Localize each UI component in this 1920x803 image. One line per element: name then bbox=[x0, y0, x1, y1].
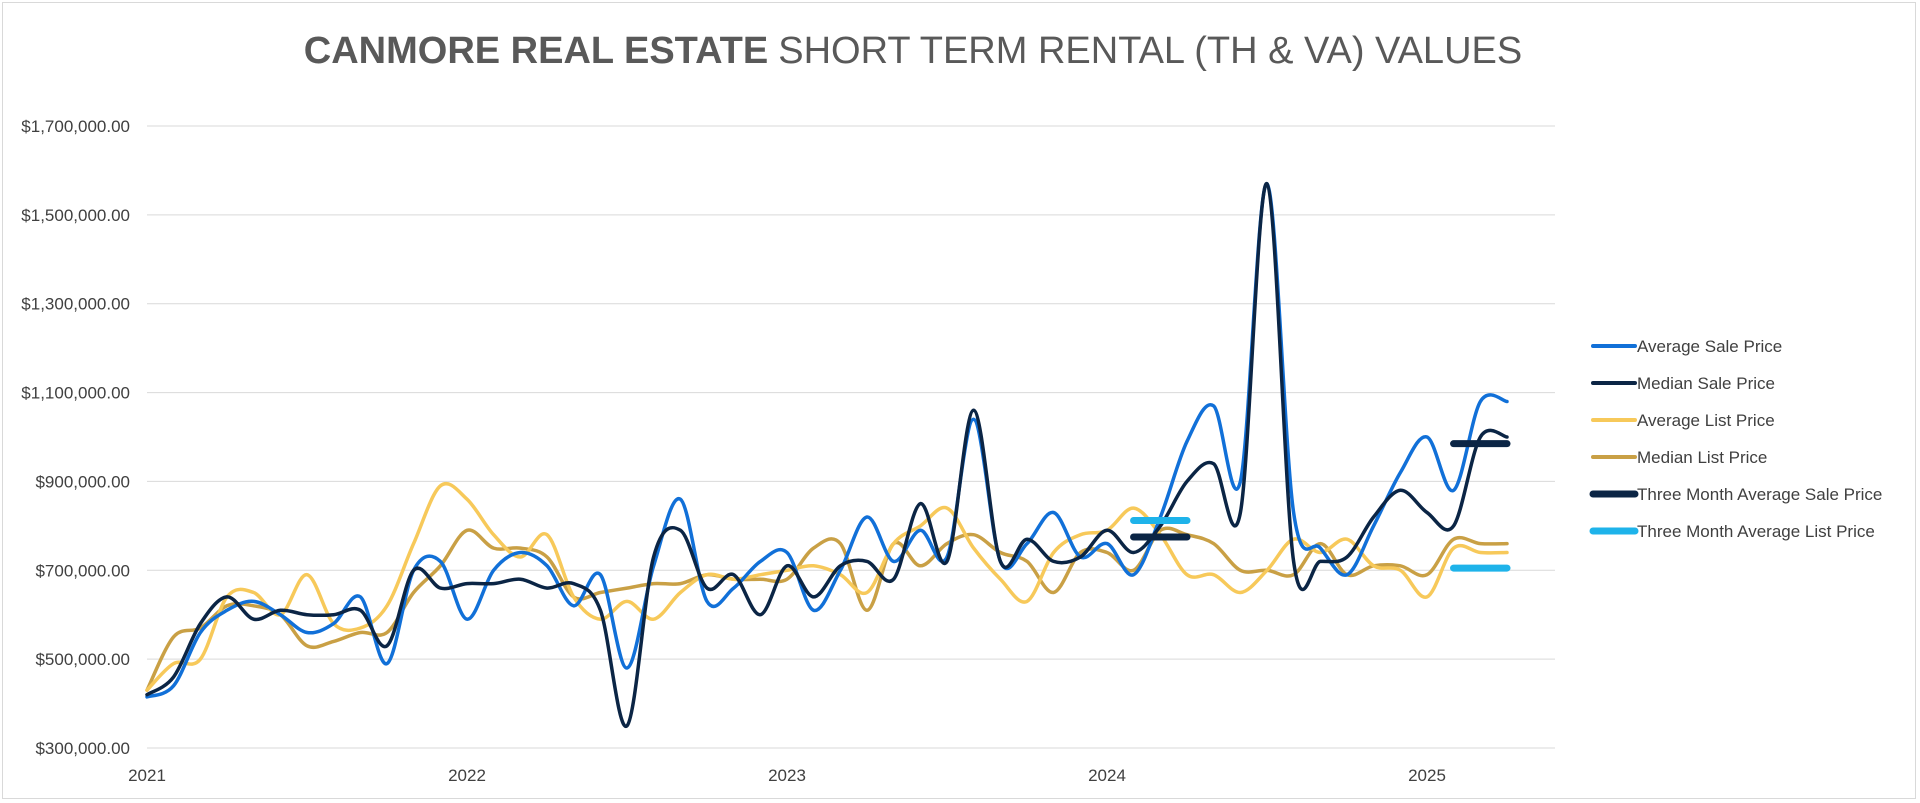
series-average-list-price bbox=[145, 481, 1509, 692]
y-tick-label: $900,000.00 bbox=[35, 472, 130, 491]
legend-label-three-month-average-sale-price: Three Month Average Sale Price bbox=[1637, 485, 1882, 504]
legend-label-average-sale-price: Average Sale Price bbox=[1637, 337, 1782, 356]
chart-title-bold: CANMORE REAL ESTATE bbox=[304, 30, 768, 72]
chart-title-rest: SHORT TERM RENTAL (TH & VA) VALUES bbox=[778, 30, 1522, 72]
y-tick-label: $1,100,000.00 bbox=[21, 384, 130, 403]
series-average-sale-price bbox=[145, 182, 1509, 699]
x-axis: 2021 2022 2023 2024 2025 bbox=[128, 766, 1446, 785]
y-tick-label: $300,000.00 bbox=[35, 739, 130, 758]
y-tick-label: $700,000.00 bbox=[35, 561, 130, 580]
legend-label-average-list-price: Average List Price bbox=[1637, 411, 1775, 430]
legend-label-three-month-average-list-price: Three Month Average List Price bbox=[1637, 522, 1875, 541]
y-tick-label: $1,700,000.00 bbox=[21, 117, 130, 136]
y-tick-label: $500,000.00 bbox=[35, 650, 130, 669]
x-tick-label: 2025 bbox=[1408, 766, 1446, 785]
y-tick-label: $1,500,000.00 bbox=[21, 206, 130, 225]
series-group bbox=[145, 182, 1511, 728]
legend-label-median-sale-price: Median Sale Price bbox=[1637, 374, 1775, 393]
series-median-sale-price bbox=[145, 182, 1509, 728]
legend-label-median-list-price: Median List Price bbox=[1637, 448, 1767, 467]
gridlines bbox=[147, 125, 1555, 749]
x-tick-label: 2022 bbox=[448, 766, 486, 785]
x-tick-label: 2023 bbox=[768, 766, 806, 785]
chart-title: CANMORE REAL ESTATE SHORT TERM RENTAL (TH… bbox=[304, 30, 1522, 72]
y-tick-label: $1,300,000.00 bbox=[21, 295, 130, 314]
x-tick-label: 2021 bbox=[128, 766, 166, 785]
legend: Average Sale Price Median Sale Price Avera… bbox=[1589, 337, 1882, 541]
y-axis: $300,000.00 $500,000.00 $700,000.00 $900,00… bbox=[21, 117, 130, 758]
x-tick-label: 2024 bbox=[1088, 766, 1126, 785]
